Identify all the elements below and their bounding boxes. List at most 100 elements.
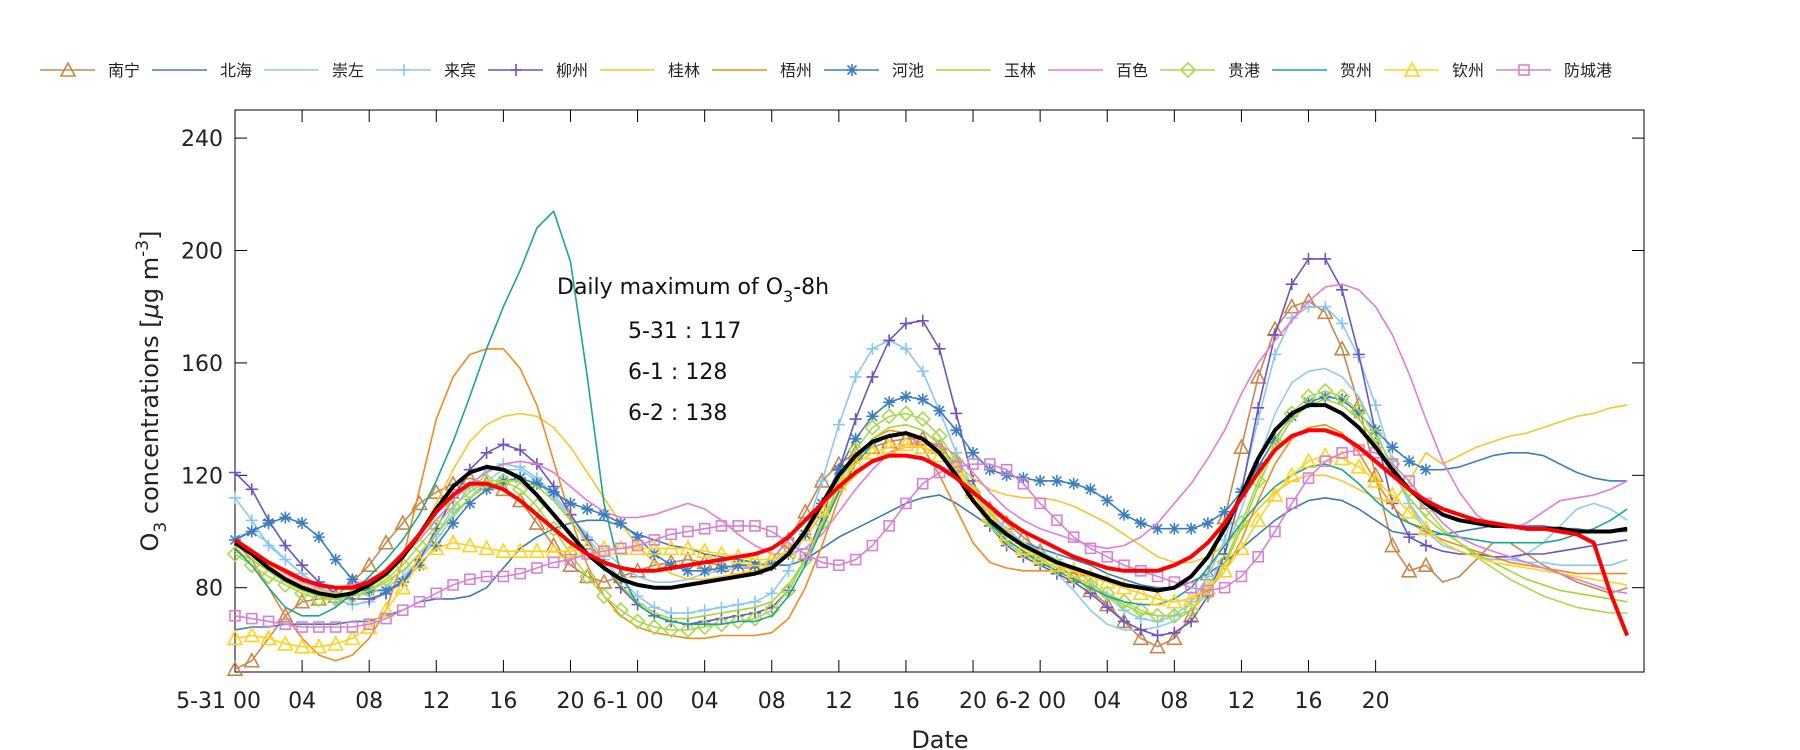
data-point	[1182, 590, 1200, 606]
data-point	[1084, 587, 1097, 600]
legend-item-梧州: 梧州	[712, 61, 812, 80]
data-point	[1403, 455, 1416, 468]
x-tick-label: 04	[288, 689, 316, 714]
data-point	[1419, 463, 1432, 476]
data-point	[1319, 300, 1332, 313]
data-point	[398, 64, 410, 76]
data-point	[1316, 303, 1334, 320]
legend-label: 南宁	[108, 61, 140, 80]
data-point	[1132, 602, 1149, 619]
data-point	[1051, 514, 1063, 527]
data-point	[900, 497, 912, 510]
annotation-heading: Daily maximum of O3-8h	[557, 275, 829, 306]
legend-label: 来宾	[444, 61, 476, 80]
data-point	[1182, 602, 1200, 619]
legend-label: 崇左	[332, 61, 364, 80]
data-point	[229, 466, 241, 479]
data-point	[662, 621, 680, 638]
data-point	[866, 539, 879, 552]
data-point	[514, 460, 527, 473]
data-point	[679, 621, 697, 638]
data-point	[646, 618, 663, 636]
y-title-unit: g m	[136, 257, 164, 303]
data-point	[1118, 615, 1131, 628]
data-point	[897, 405, 915, 422]
data-point	[1151, 615, 1164, 628]
legend-item-防城港: 防城港	[1496, 61, 1612, 80]
data-point	[950, 407, 963, 420]
legend-label: 贵港	[1228, 61, 1260, 80]
data-point	[967, 458, 979, 470]
series-钦州	[226, 435, 1628, 654]
legend-label: 河池	[892, 61, 924, 80]
legend-item-河池: 河池	[824, 61, 924, 80]
data-point	[1317, 382, 1334, 400]
data-point	[1269, 525, 1281, 538]
data-point	[1285, 497, 1298, 510]
x-tick-label: 04	[1093, 689, 1121, 714]
data-point	[363, 618, 375, 631]
data-point	[598, 545, 610, 557]
data-point	[1067, 477, 1080, 490]
data-point	[346, 621, 359, 633]
data-point	[662, 539, 680, 556]
data-point	[1367, 472, 1384, 488]
data-point	[1050, 474, 1063, 487]
data-point	[1384, 536, 1401, 553]
data-point	[682, 525, 694, 538]
data-point	[849, 432, 862, 445]
data-point	[864, 444, 881, 460]
data-point	[1302, 396, 1315, 409]
data-point	[229, 609, 241, 622]
data-point	[564, 553, 577, 566]
legend-item-玉林: 玉林	[936, 61, 1036, 80]
annotation-line-2: 6-2 : 138	[628, 401, 727, 426]
data-point	[713, 616, 730, 633]
data-point	[1400, 503, 1418, 519]
data-point	[847, 455, 864, 471]
data-point	[1101, 494, 1114, 507]
x-axis-title: Date	[911, 726, 968, 750]
data-point	[679, 539, 697, 556]
data-point	[899, 317, 912, 330]
data-point	[1249, 511, 1267, 528]
data-point	[480, 483, 493, 496]
data-point	[478, 539, 495, 556]
data-point	[1101, 601, 1114, 614]
data-point	[59, 61, 77, 77]
data-point	[497, 570, 510, 583]
data-point	[413, 559, 426, 572]
data-point	[1165, 629, 1183, 646]
y-axis-title-text: O3 concentrations [μg m-3]	[133, 231, 171, 552]
series-line	[234, 404, 1628, 595]
data-point	[665, 559, 678, 572]
legend-item-柳州: 柳州	[488, 61, 588, 80]
data-point	[229, 491, 241, 504]
data-point	[732, 598, 745, 611]
data-point	[511, 542, 529, 558]
data-point	[763, 602, 780, 619]
data-point	[646, 539, 663, 556]
data-point	[329, 553, 342, 566]
legend-label: 百色	[1116, 61, 1148, 80]
plot-frame	[234, 109, 1645, 673]
data-point	[816, 556, 828, 569]
data-point	[444, 534, 462, 550]
data-point	[1319, 390, 1332, 403]
data-point	[715, 562, 728, 575]
x-tick-label: 20	[1362, 689, 1390, 714]
data-point	[1249, 368, 1267, 384]
data-point	[1034, 497, 1046, 510]
y-tick-label: 240	[181, 127, 223, 152]
legend-label: 玉林	[1004, 61, 1036, 80]
data-point	[1302, 252, 1315, 265]
y-title-main: O	[136, 533, 164, 552]
legend: 南宁 北海 崇左 来宾 柳州 桂林 梧州 河池 玉林 百色 贵港 贺州 钦州 防城港	[40, 61, 1612, 80]
data-point	[564, 497, 577, 510]
data-point	[629, 539, 646, 556]
data-point	[1151, 522, 1164, 535]
data-point	[1350, 458, 1368, 474]
data-point	[916, 477, 929, 490]
data-point	[480, 570, 493, 583]
data-point	[293, 638, 311, 654]
